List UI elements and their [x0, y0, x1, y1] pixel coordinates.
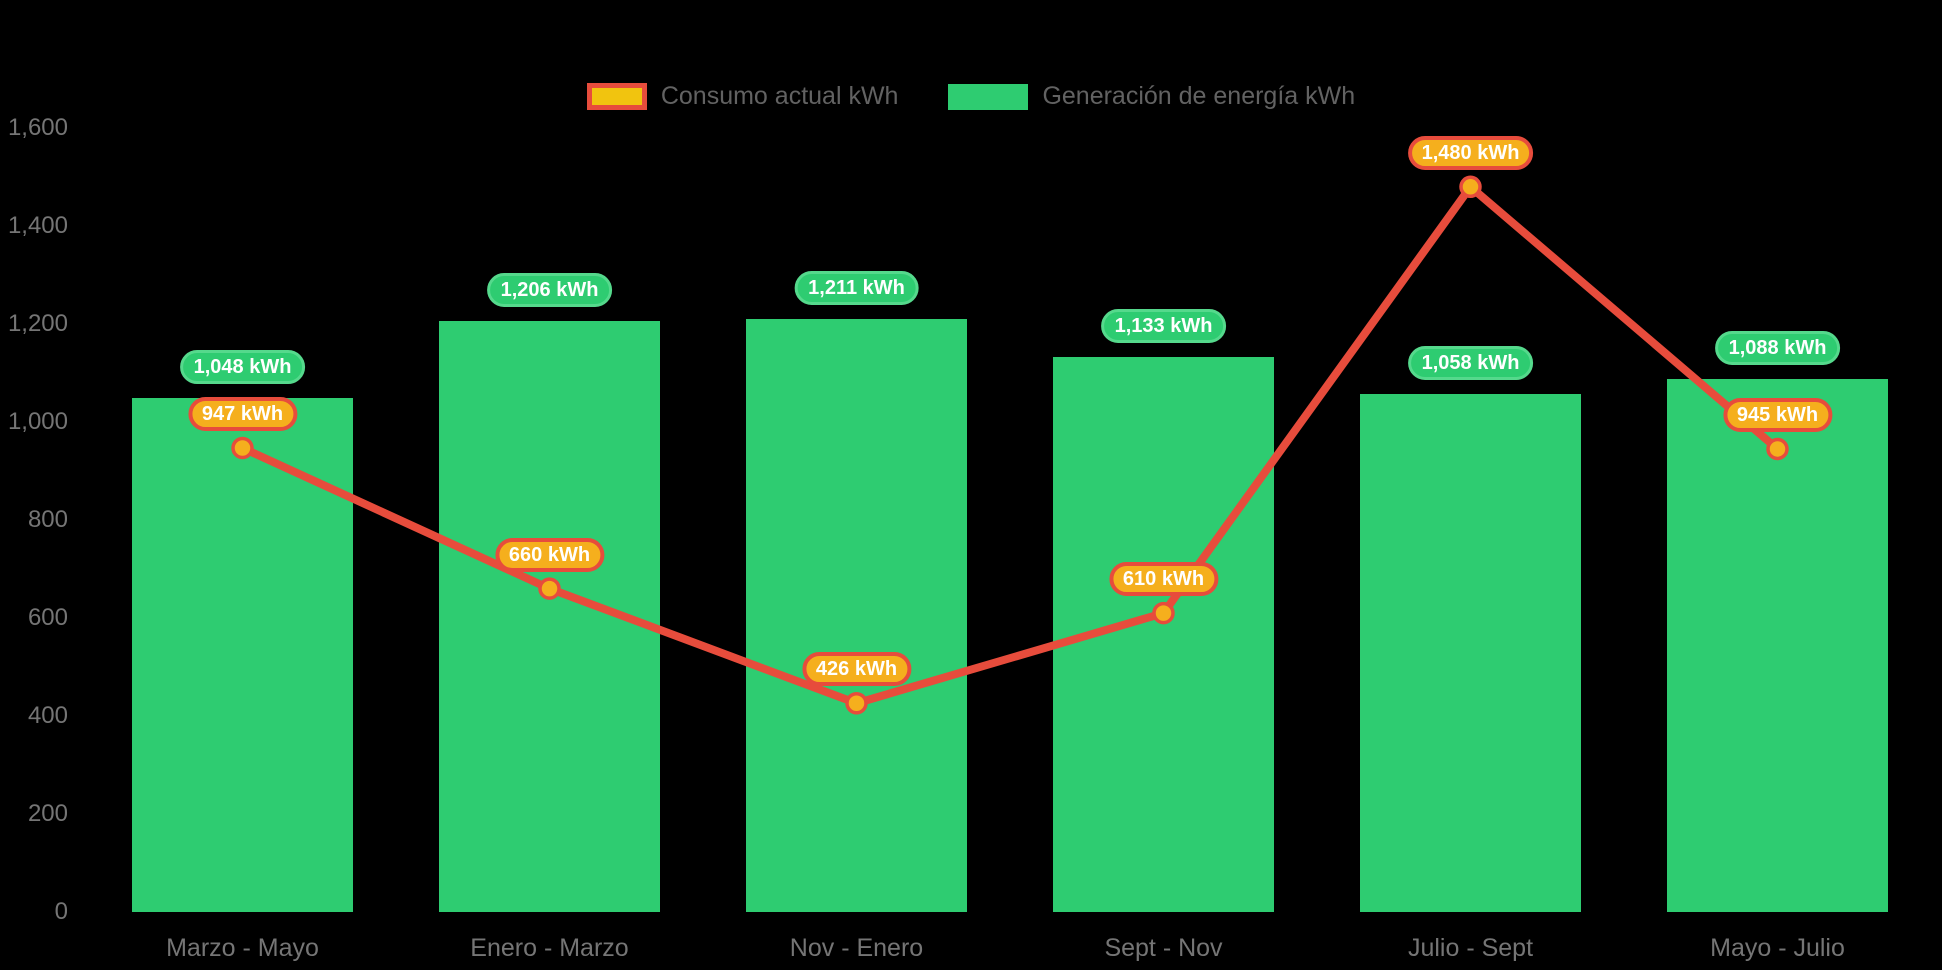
point-value-label: 1,480 kWh	[1407, 135, 1534, 170]
point-value-label: 945 kWh	[1722, 397, 1833, 432]
bar-value-label: 1,048 kWh	[179, 350, 306, 385]
point-value-label: 610 kWh	[1108, 562, 1219, 597]
legend-item-generacion[interactable]: Generación de energía kWh	[948, 82, 1355, 111]
point-value-label: 947 kWh	[187, 396, 298, 431]
legend-label-consumo: Consumo actual kWh	[660, 82, 899, 110]
y-axis-tick-label: 400	[27, 702, 68, 729]
y-axis-tick-label: 1,200	[7, 310, 68, 337]
legend-label-generacion: Generación de energía kWh	[1042, 82, 1356, 110]
point-value-label: 660 kWh	[494, 537, 605, 572]
y-axis-tick-label: 600	[27, 604, 68, 631]
x-axis-category-label: Mayo - Julio	[1710, 934, 1845, 962]
x-axis-category-label: Enero - Marzo	[470, 934, 629, 962]
consumo-swatch-icon	[586, 83, 647, 110]
y-axis-tick-label: 1,400	[7, 212, 68, 239]
y-axis-tick-label: 800	[27, 506, 68, 533]
line-point-marker[interactable]	[1152, 601, 1175, 625]
point-value-label: 426 kWh	[801, 652, 912, 687]
y-axis-tick-label: 0	[54, 898, 68, 925]
chart-legend: Consumo actual kWh Generación de energía…	[0, 82, 1942, 111]
bar-value-label: 1,133 kWh	[1100, 308, 1227, 343]
x-axis-category-label: Nov - Enero	[789, 934, 924, 962]
line-point-marker[interactable]	[1766, 437, 1789, 461]
generacion-swatch-icon	[948, 83, 1029, 110]
x-axis-category-label: Marzo - Mayo	[166, 934, 319, 962]
legend-item-consumo[interactable]: Consumo actual kWh	[586, 82, 899, 111]
y-axis-tick-label: 1,000	[7, 408, 68, 435]
y-axis-tick-label: 1,600	[7, 114, 68, 141]
bar-value-label: 1,206 kWh	[486, 273, 613, 308]
line-point-marker[interactable]	[845, 692, 868, 715]
bar-value-label: 1,058 kWh	[1407, 345, 1534, 380]
y-axis-tick-label: 200	[27, 800, 68, 827]
line-point-marker[interactable]	[1459, 175, 1482, 199]
line-point-marker[interactable]	[231, 436, 254, 460]
x-axis-category-label: Julio - Sept	[1407, 934, 1534, 962]
line-point-marker[interactable]	[538, 577, 561, 600]
bar-value-label: 1,211 kWh	[794, 270, 919, 305]
bar-value-label: 1,088 kWh	[1714, 330, 1841, 365]
x-axis-category-label: Sept - Nov	[1104, 934, 1223, 962]
